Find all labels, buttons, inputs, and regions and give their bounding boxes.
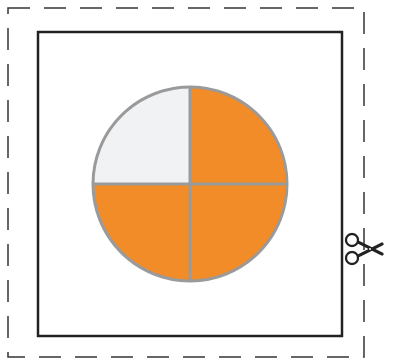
pie-slice-bottom-left xyxy=(93,184,190,281)
pie-outline xyxy=(91,85,289,283)
pie-slice-top-right xyxy=(190,87,287,184)
scissors-icon xyxy=(344,232,384,266)
dashed-cut-line xyxy=(7,7,365,358)
pie-slice-top-left xyxy=(93,87,190,184)
pie-chart xyxy=(91,85,289,283)
pie-slice-bottom-right xyxy=(190,184,287,281)
